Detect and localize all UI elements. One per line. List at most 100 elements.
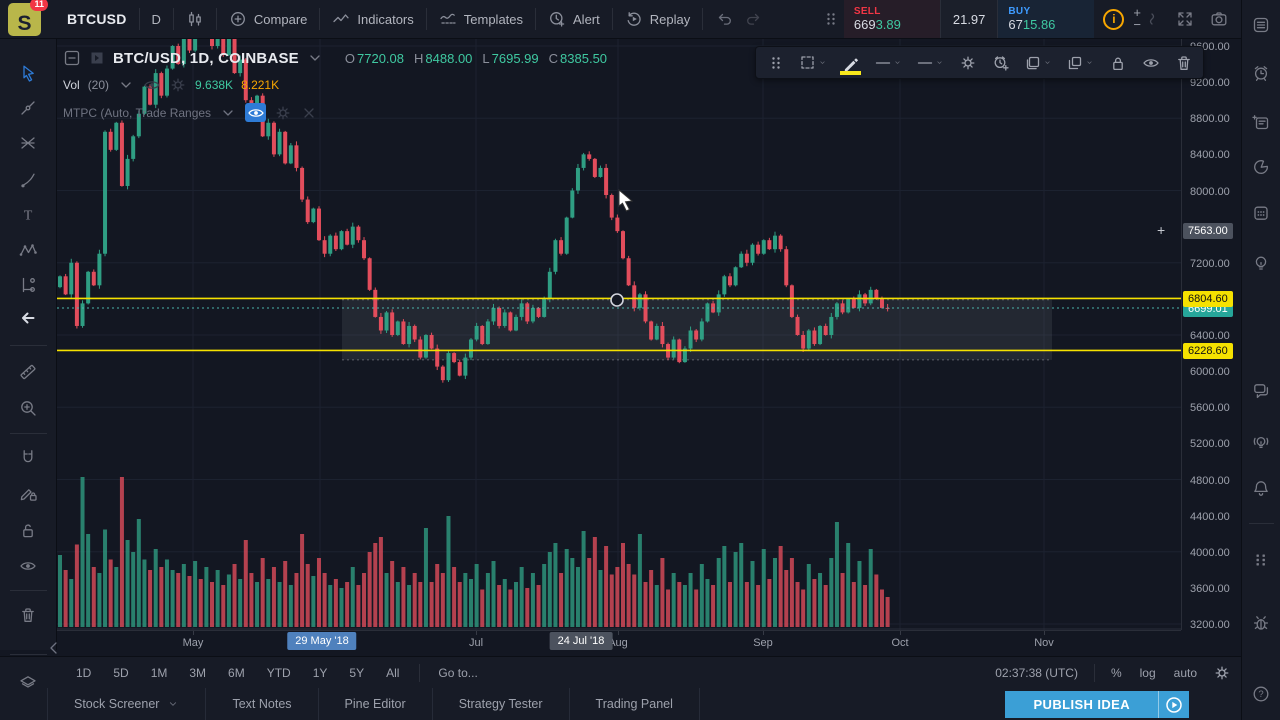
drag-handle-button[interactable] <box>760 48 791 77</box>
buy-button[interactable]: BUY 6715.86 <box>998 0 1095 38</box>
scale-log-button[interactable]: log <box>1139 665 1156 680</box>
tab-text-notes[interactable]: Text Notes <box>206 688 319 720</box>
clock-label[interactable]: 02:37:38 (UTC) <box>995 665 1078 680</box>
chevron-down-icon[interactable] <box>117 76 135 94</box>
publish-play-button[interactable] <box>1158 691 1189 718</box>
help-icon[interactable]: ? <box>1252 685 1270 703</box>
pencil-tool-button[interactable] <box>835 48 866 77</box>
tab-stock-screener[interactable]: Stock Screener <box>48 688 207 720</box>
indicator-label[interactable]: MTPC (Auto, Trade Ranges <box>63 105 212 120</box>
alert-button[interactable]: Alert <box>536 0 612 38</box>
collapse-toolbar-icon[interactable] <box>45 639 63 657</box>
indicator-visibility-button[interactable] <box>245 103 267 122</box>
range-1m-button[interactable]: 1M <box>143 666 176 680</box>
scale-auto-button[interactable]: auto <box>1173 665 1197 680</box>
range-ytd-button[interactable]: YTD <box>259 666 299 680</box>
tab-pine-editor[interactable]: Pine Editor <box>319 688 433 720</box>
scale-percent-button[interactable]: % <box>1110 665 1122 680</box>
lock-drawings-icon[interactable] <box>19 521 37 539</box>
zoom-in-icon[interactable] <box>19 399 37 417</box>
line-style-1-button[interactable] <box>868 48 908 77</box>
chart-pane[interactable]: BTC/USD, 1D, COINBASE O 7720.08 H 8488.00 L 7… <box>57 39 1181 630</box>
volume-settings-icon[interactable] <box>169 76 187 94</box>
vol-label[interactable]: Vol <box>63 78 80 92</box>
delete-tool-button[interactable] <box>1168 48 1199 77</box>
gann-fib-icon[interactable] <box>19 134 37 152</box>
magnet-icon[interactable] <box>19 448 37 466</box>
notifications-icon[interactable] <box>1252 479 1270 497</box>
goto-button[interactable]: Go to... <box>430 666 485 680</box>
redo-button[interactable] <box>745 0 775 38</box>
chart-settings-icon[interactable] <box>1213 664 1231 682</box>
chevron-down-icon[interactable] <box>306 49 324 67</box>
my-ideas-icon[interactable] <box>1252 254 1270 272</box>
zoom-out-button[interactable]: − <box>1133 17 1141 32</box>
anchor-select-button[interactable] <box>793 48 833 77</box>
drag-handle-icon[interactable] <box>822 10 840 28</box>
tab-strategy-tester[interactable]: Strategy Tester <box>433 688 570 720</box>
remove-drawings-icon[interactable] <box>19 606 37 624</box>
chart-style-button[interactable] <box>174 0 216 38</box>
indicators-button[interactable]: Indicators <box>320 0 425 38</box>
compare-button[interactable]: Compare <box>217 0 319 38</box>
hotlists-icon[interactable] <box>1252 158 1270 176</box>
measure-ruler-icon[interactable] <box>19 363 37 381</box>
add-alert-plus-icon[interactable]: + <box>1157 222 1166 238</box>
visibility-tool-button[interactable] <box>1135 48 1166 77</box>
range-3m-button[interactable]: 3M <box>181 666 214 680</box>
chats-icon[interactable] <box>1252 381 1270 399</box>
bug-report-icon[interactable] <box>1252 614 1270 632</box>
ideas-stream-icon[interactable] <box>1252 433 1270 451</box>
trend-line-icon[interactable] <box>19 99 37 117</box>
time-axis[interactable]: May Jul Aug Sep Oct Nov 29 May '18 24 Jul '18 <box>57 630 1181 656</box>
account-info-button[interactable]: i <box>1103 8 1125 30</box>
cursor-icon[interactable] <box>19 64 37 82</box>
fullscreen-icon[interactable] <box>1176 10 1194 28</box>
back-arrow-icon[interactable] <box>19 309 37 327</box>
watchlist-icon[interactable] <box>1252 16 1270 34</box>
panel-resize-icon[interactable] <box>1145 10 1163 28</box>
copy-tool-button[interactable] <box>1060 48 1100 77</box>
chevron-down-icon[interactable] <box>219 104 237 122</box>
range-6m-button[interactable]: 6M <box>220 666 253 680</box>
add-alert-button[interactable] <box>985 48 1016 77</box>
forecast-icon[interactable] <box>19 276 37 294</box>
object-tree-icon[interactable] <box>19 674 37 692</box>
range-1y-button[interactable]: 1Y <box>305 666 336 680</box>
app-logo[interactable]: S 11 <box>8 0 48 36</box>
range-all-button[interactable]: All <box>378 666 407 680</box>
sell-button[interactable]: SELL 6693.89 <box>843 0 940 38</box>
range-1d-button[interactable]: 1D <box>68 666 99 680</box>
line-style-2-button[interactable] <box>910 48 950 77</box>
hide-drawings-icon[interactable] <box>19 557 37 575</box>
dom-panel-icon[interactable] <box>1252 551 1270 569</box>
price-axis[interactable]: 9600.00 9200.00 8800.00 8400.00 8000.00 7200.… <box>1181 39 1241 631</box>
alert-manager-icon[interactable] <box>1252 64 1270 82</box>
range-5y-button[interactable]: 5Y <box>341 666 372 680</box>
zoom-in-button[interactable]: + <box>1133 5 1141 20</box>
range-5d-button[interactable]: 5D <box>105 666 136 680</box>
collapse-legend-icon[interactable] <box>63 49 81 67</box>
legend-symbol[interactable]: BTC/USD, 1D, COINBASE <box>113 49 299 67</box>
divider <box>10 590 47 591</box>
snapshot-icon[interactable] <box>1210 10 1228 28</box>
lock-tool-button[interactable] <box>1102 48 1133 77</box>
drawing-mode-icon[interactable] <box>19 484 37 502</box>
replay-button[interactable]: Replay <box>613 0 702 38</box>
text-tool-icon[interactable]: T <box>19 206 37 224</box>
clone-tool-button[interactable] <box>1018 48 1058 77</box>
templates-button[interactable]: Templates <box>427 0 535 38</box>
undo-button[interactable] <box>703 0 745 38</box>
tab-trading-panel[interactable]: Trading Panel <box>570 688 700 720</box>
hide-volume-icon[interactable] <box>143 76 161 94</box>
brush-icon[interactable] <box>19 171 37 189</box>
headlines-icon[interactable] <box>1252 114 1270 132</box>
xabcd-pattern-icon[interactable] <box>19 241 37 259</box>
economic-calendar-icon[interactable] <box>1252 204 1270 222</box>
publish-idea-button[interactable]: PUBLISH IDEA <box>1005 691 1158 718</box>
symbol-search-button[interactable]: BTCUSD <box>55 0 139 38</box>
tool-settings-button[interactable] <box>952 48 983 77</box>
interval-button[interactable]: D <box>140 0 173 38</box>
remove-indicator-icon[interactable] <box>300 104 318 122</box>
indicator-settings-icon[interactable] <box>274 104 292 122</box>
